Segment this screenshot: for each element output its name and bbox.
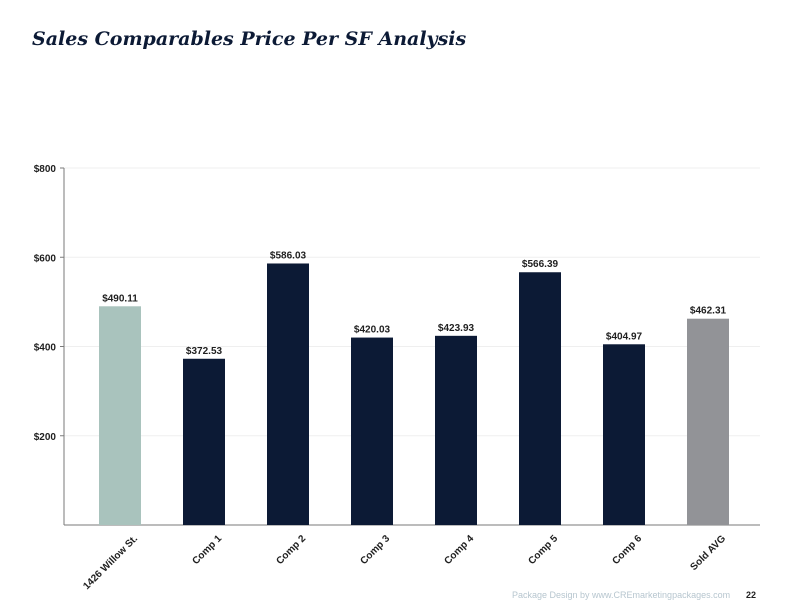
bar-comp	[267, 263, 309, 525]
x-category-label: Comp 6	[610, 533, 644, 567]
bar-value-label: $490.11	[102, 293, 138, 304]
y-tick-label: $600	[34, 253, 57, 264]
y-tick-label: $400	[34, 343, 57, 354]
bar-value-label: $586.03	[270, 250, 307, 261]
x-category-label: Comp 4	[442, 533, 476, 567]
bar-comp	[519, 272, 561, 525]
x-category-label: 1426 Willow St.	[81, 533, 140, 592]
footer-credit: Package Design by www.CREmarketingpackag…	[512, 590, 730, 600]
x-category-label: Sold AVG	[689, 533, 729, 573]
y-tick-label: $200	[34, 432, 57, 443]
page-title: Sales Comparables Price Per SF Analysis	[32, 28, 467, 50]
footer-link[interactable]: www.CREmarketingpackages.com	[592, 590, 731, 600]
bar-value-label: $372.53	[186, 346, 223, 357]
x-category-label: Comp 1	[190, 533, 224, 567]
bar-comp	[435, 335, 477, 525]
bar-value-label: $420.03	[354, 325, 391, 336]
x-category-label: Comp 5	[526, 533, 560, 567]
bar-value-label: $566.39	[522, 259, 559, 270]
bar-subject	[99, 306, 141, 525]
bar-value-label: $404.97	[606, 331, 643, 342]
footer-text: Package Design by	[512, 590, 593, 600]
bar-value-label: $462.31	[690, 306, 727, 317]
x-category-label: Comp 2	[274, 533, 308, 567]
y-tick-label: $800	[34, 164, 57, 175]
bar-comp	[351, 337, 393, 525]
bar-comp	[603, 344, 645, 525]
bar-average	[687, 318, 729, 525]
bar-comp	[183, 358, 225, 525]
x-category-label: Comp 3	[358, 533, 392, 567]
bar-value-label: $423.93	[438, 323, 475, 334]
page-number: 22	[746, 590, 757, 600]
